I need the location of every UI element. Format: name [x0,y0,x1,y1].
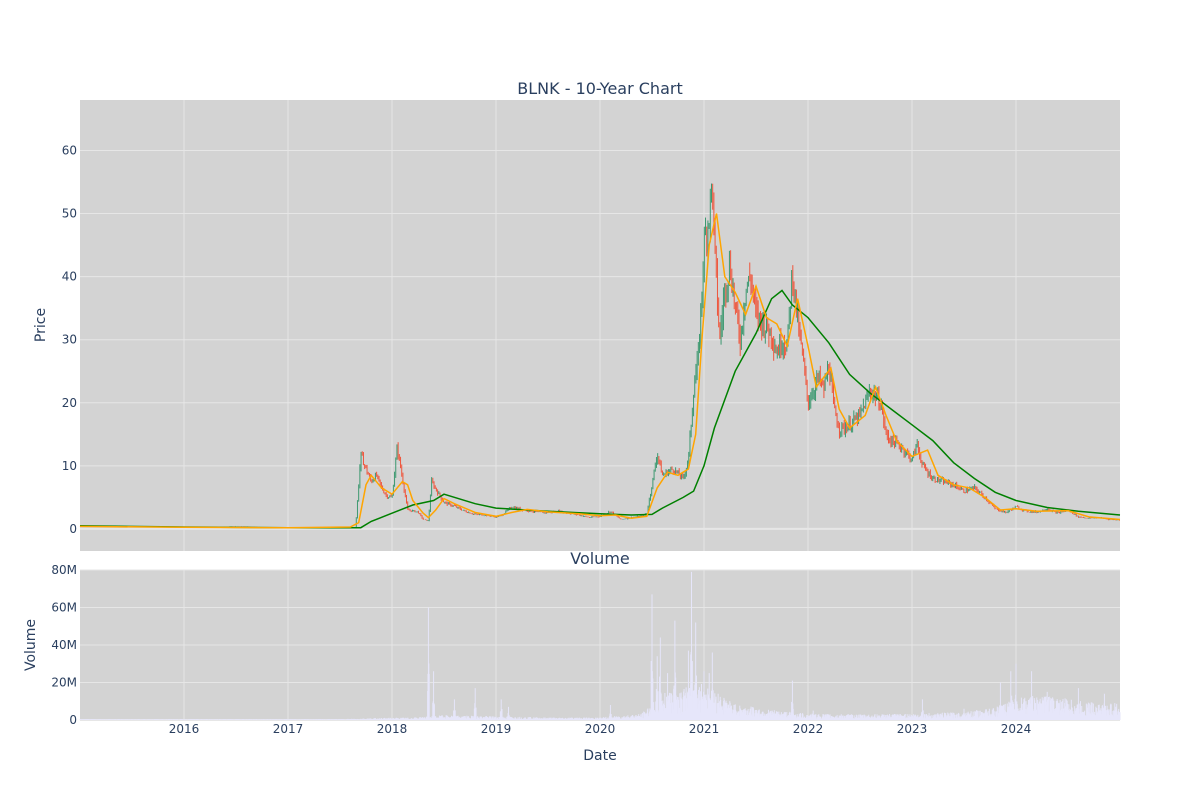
volume-axis-label: Volume [23,619,39,671]
x-tick-label: 2019 [481,722,512,736]
volume-y-ticks: 0 20M 40M 60M 80M [51,563,77,727]
y-tick-label: 30 [62,333,77,347]
y-tick-label: 10 [62,459,77,473]
x-tick-label: 2020 [585,722,616,736]
y-tick-label: 20 [62,396,77,410]
volume-tick-label: 40M [51,638,77,652]
volume-bars [79,571,1121,720]
price-gridlines [80,100,1120,551]
volume-tick-label: 20M [51,676,77,690]
price-moving-averages [79,213,1121,529]
y-tick-label: 60 [62,143,77,157]
price-y-ticks: 0 10 20 30 40 50 60 [62,143,77,535]
price-axis-label: Price [33,308,49,342]
x-tick-label: 2024 [1001,722,1032,736]
x-tick-label: 2023 [897,722,928,736]
x-tick-label: 2022 [793,722,824,736]
x-tick-label: 2017 [273,722,304,736]
y-tick-label: 0 [69,522,77,536]
chart-title: BLNK - 10-Year Chart [517,79,682,98]
x-tick-label: 2021 [689,722,720,736]
x-tick-label: 2018 [377,722,408,736]
y-tick-label: 50 [62,207,77,221]
long-moving-average-line [79,289,1121,529]
short-moving-average-line [79,213,1121,529]
volume-subtitle: Volume [570,549,630,568]
volume-tick-label: 60M [51,601,77,615]
date-axis-label: Date [583,748,616,764]
x-tick-label: 2016 [169,722,200,736]
y-tick-label: 40 [62,270,77,284]
volume-tick-label: 0 [69,713,77,727]
date-x-ticks: 2016 2017 2018 2019 2020 2021 2022 2023 2024 [169,722,1032,736]
volume-tick-label: 80M [51,563,77,577]
